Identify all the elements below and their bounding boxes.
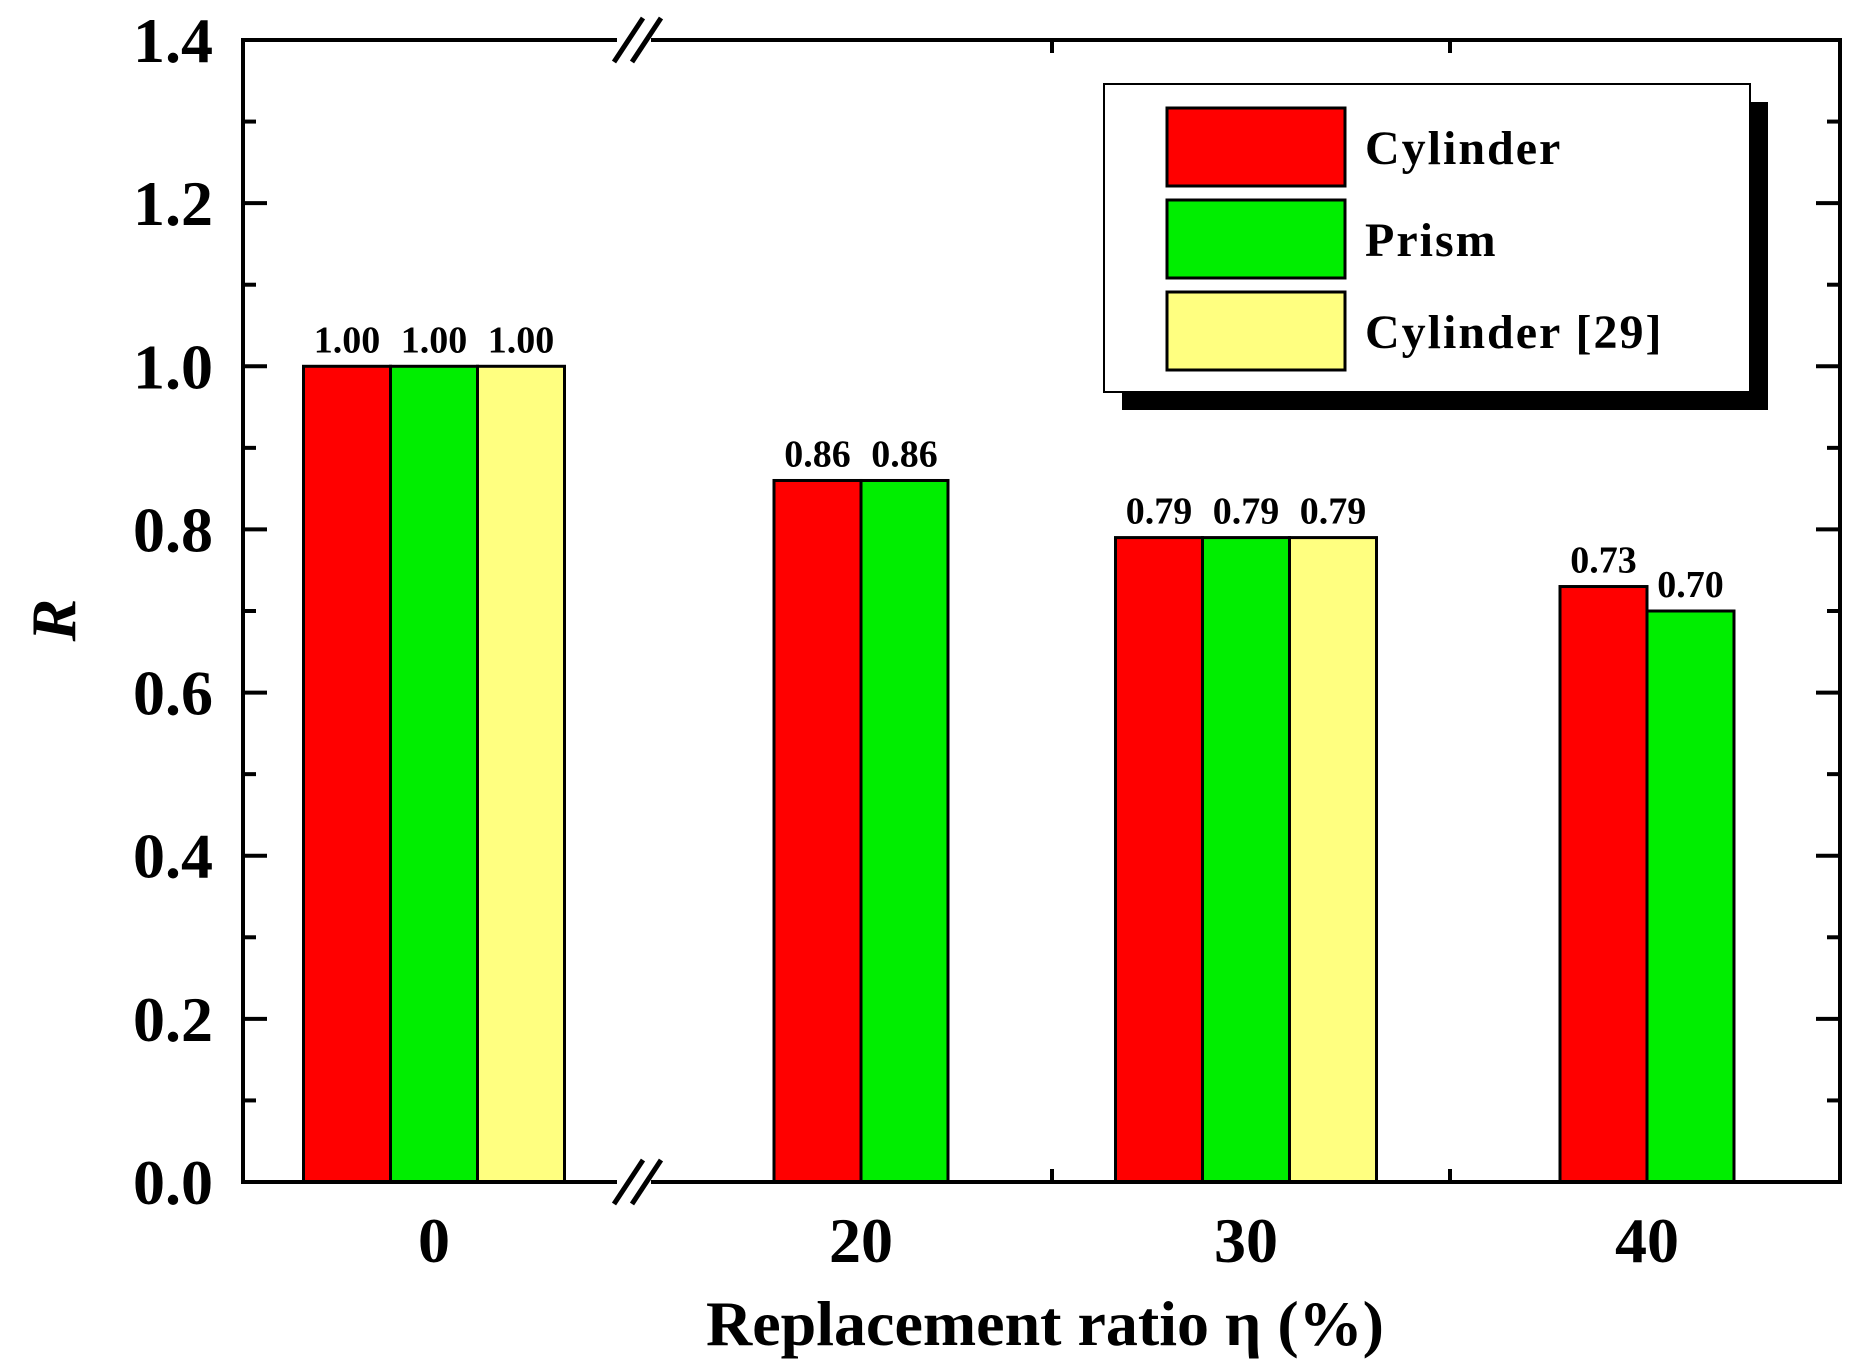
data-label-cylinder-29--0: 1.00	[488, 319, 555, 361]
y-tick-label: 0.6	[133, 658, 213, 729]
legend-label-prism: Prism	[1365, 214, 1498, 267]
axis-break-slash	[611, 16, 646, 64]
axis-break-slash	[629, 1158, 664, 1206]
y-tick-label: 0.4	[133, 821, 213, 892]
y-tick-label: 0.0	[133, 1147, 213, 1218]
x-tick-labels: 0 20 30 40	[418, 1205, 1679, 1276]
data-label-cylinder-30: 0.79	[1126, 491, 1193, 533]
bar-cylinder-29--0	[476, 364, 566, 1184]
bars-layer	[302, 364, 1736, 1184]
axis-break-slash	[611, 1158, 646, 1206]
bar-cylinder-0	[302, 364, 392, 1184]
legend: Cylinder Prism Cylinder [29]	[1103, 83, 1768, 410]
legend-swatch-cylinder	[1165, 106, 1347, 188]
data-label-prism-30: 0.79	[1213, 491, 1280, 533]
data-label-cylinder-29--30: 0.79	[1300, 491, 1367, 533]
y-tick-label: 1.4	[133, 5, 213, 76]
y-axis-title: R	[18, 599, 89, 643]
y-tick-labels: 0.0 0.2 0.4 0.6 0.8 1.0 1.2 1.4	[133, 5, 213, 1218]
data-label-prism-40: 0.70	[1657, 564, 1724, 606]
y-tick-label: 0.8	[133, 494, 213, 565]
bar-prism-0	[389, 364, 479, 1184]
y-tick-label: 1.2	[133, 168, 213, 239]
bar-prism-40	[1645, 609, 1736, 1184]
x-axis-title: Replacement ratio η (%)	[706, 1288, 1384, 1359]
axis-break-slash	[629, 16, 664, 64]
y-tick-label: 1.0	[133, 331, 213, 402]
x-tick-label-20: 20	[829, 1205, 893, 1276]
legend-label-cylinder-29-: Cylinder [29]	[1365, 306, 1663, 359]
data-label-cylinder-0: 1.00	[314, 319, 381, 361]
x-tick-label-30: 30	[1214, 1205, 1278, 1276]
x-tick-label-0: 0	[418, 1205, 450, 1276]
legend-swatch-prism	[1165, 198, 1347, 280]
data-labels-layer: 1.00 1.00 1.00 0.86 0.86 0.79 0.79 0.79 0.73 0.70	[314, 319, 1724, 606]
legend-label-cylinder: Cylinder	[1365, 122, 1562, 175]
y-tick-label: 0.2	[133, 984, 213, 1055]
bar-prism-20	[859, 478, 950, 1184]
data-label-prism-0: 1.00	[401, 319, 468, 361]
data-label-cylinder-40: 0.73	[1570, 540, 1637, 582]
bar-cylinder-29--30	[1288, 536, 1378, 1184]
x-tick-label-40: 40	[1615, 1205, 1679, 1276]
bar-cylinder-40	[1558, 585, 1649, 1184]
legend-swatch-cylinder-29-	[1165, 290, 1347, 372]
bar-cylinder-20	[772, 478, 863, 1184]
legend-items: Cylinder Prism Cylinder [29]	[1165, 106, 1663, 372]
bar-prism-30	[1201, 536, 1291, 1184]
axis-break-marks	[611, 16, 664, 1206]
axes	[241, 38, 1842, 1184]
data-label-prism-20: 0.86	[871, 433, 938, 475]
data-label-cylinder-20: 0.86	[784, 433, 851, 475]
bar-cylinder-30	[1114, 536, 1204, 1184]
